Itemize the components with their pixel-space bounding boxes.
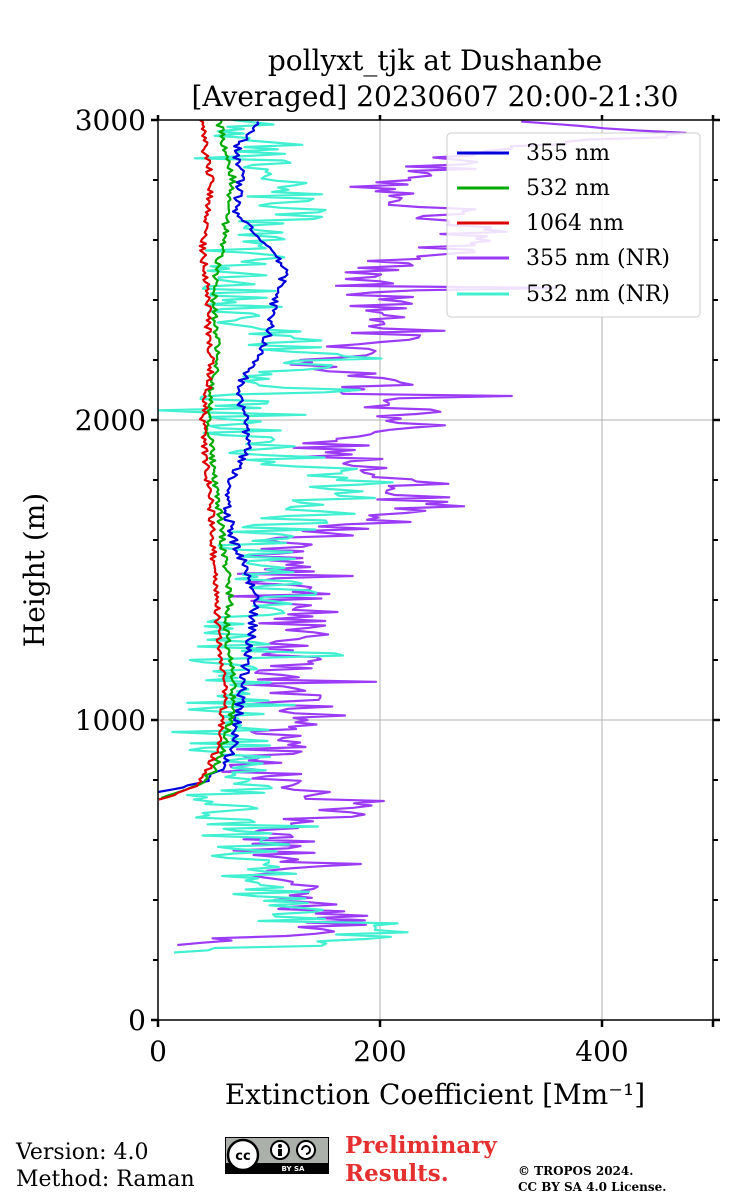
y-tick-label: 0: [128, 1004, 146, 1037]
cc-icon: [226, 1138, 260, 1172]
legend: 355 nm 532 nm 1064 nm 355 nm (NR) 532 nm…: [446, 132, 701, 318]
y-tick-label: 2000: [75, 404, 146, 437]
chart-title-line2: [Averaged] 20230607 20:00-21:30: [192, 80, 679, 113]
x-tick-labels: 0 200 400: [149, 1035, 629, 1068]
legend-label-532: 532 nm: [526, 176, 610, 201]
legend-label-355-nr: 355 nm (NR): [526, 246, 670, 271]
series-line-1: [160, 120, 237, 800]
legend-label-355: 355 nm: [526, 141, 610, 166]
method-text: Method: Raman: [16, 1167, 195, 1192]
series-line-0: [158, 121, 289, 794]
version-text: Version: 4.0: [16, 1140, 149, 1165]
legend-box: [446, 132, 701, 318]
series-line-2: [158, 120, 229, 801]
x-axis-label: Extinction Coefficient [Mm⁻¹]: [225, 1078, 645, 1111]
y-tick-label: 3000: [75, 104, 146, 137]
x-tick-label: 0: [149, 1035, 167, 1068]
sa-sharealike-icon: [296, 1140, 316, 1160]
preliminary-text: Preliminary: [345, 1132, 497, 1159]
y-tick-label: 1000: [75, 704, 146, 737]
plot-frame: [157, 119, 714, 1021]
y-tick-labels: 0 1000 2000 3000: [75, 104, 146, 1037]
legend-label-1064: 1064 nm: [526, 211, 624, 236]
svg-text:cc: cc: [235, 1149, 250, 1164]
license-text: CC BY SA 4.0 License.: [518, 1180, 667, 1194]
cc-license-badge: cc BY SA: [225, 1137, 329, 1174]
series-line-4: [158, 120, 409, 954]
cc-badge-label: BY SA: [282, 1165, 306, 1173]
legend-label-532-nr: 532 nm (NR): [526, 282, 670, 307]
results-text: Results.: [345, 1160, 449, 1187]
series-line-3: [177, 120, 687, 947]
x-tick-label: 400: [575, 1035, 628, 1068]
y-axis-label: Height (m): [18, 493, 51, 647]
x-tick-label: 200: [353, 1035, 406, 1068]
axis-ticks: [151, 115, 720, 1027]
chart-title-line1: pollyxt_tjk at Dushanbe: [268, 44, 602, 77]
series-lines: [158, 120, 687, 954]
copyright-text: © TROPOS 2024.: [518, 1164, 634, 1178]
